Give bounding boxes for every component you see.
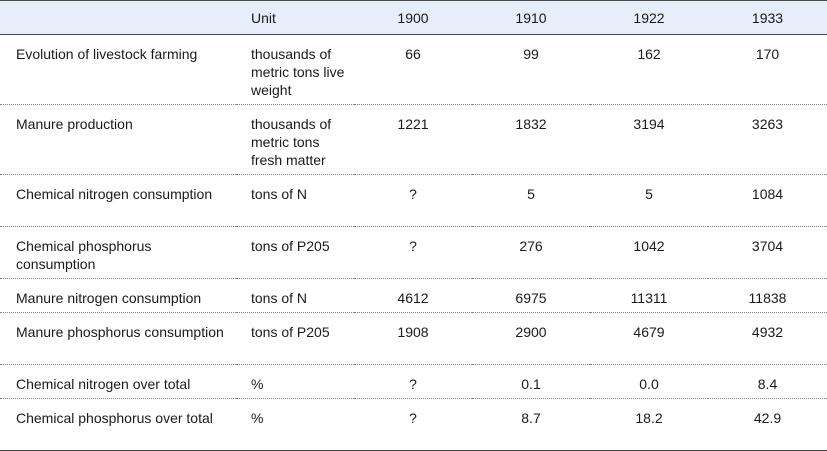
row-value-1922: 1042 xyxy=(633,238,665,254)
header-year-1910: 1910 xyxy=(515,9,547,26)
row-value-1900: 4612 xyxy=(397,290,429,306)
row-unit: tons of N xyxy=(251,186,308,202)
row-value-1910: 99 xyxy=(523,46,539,62)
row-unit: tons of N xyxy=(251,290,308,306)
row-value-1910: 6975 xyxy=(515,290,547,306)
row-unit: thousands of metric tons fresh matter xyxy=(251,116,332,168)
row-value-1933: 170 xyxy=(755,46,780,62)
row-value-1910: 8.7 xyxy=(521,410,541,426)
row-unit: % xyxy=(251,376,264,392)
row-value-1922: 162 xyxy=(637,46,661,62)
header-unit-cell: Unit xyxy=(251,9,276,26)
row-value-1922: 0.0 xyxy=(639,376,659,392)
row-value-1910: 0.1 xyxy=(521,376,541,392)
header-year-1933: 1933 xyxy=(751,9,784,26)
row-value-1900: ? xyxy=(409,410,417,426)
row-value-1922: 11311 xyxy=(630,290,668,306)
row-value-1922: 18.2 xyxy=(635,410,663,426)
row-value-1933: 42.9 xyxy=(753,410,782,426)
row-value-1910: 2900 xyxy=(515,324,547,340)
row-value-1933: 11838 xyxy=(748,290,787,306)
row-unit: % xyxy=(251,410,264,426)
row-value-1922: 4679 xyxy=(633,324,665,340)
header-row: Unit 1900 1910 1922 1933 xyxy=(0,0,827,35)
header-year-1900: 1900 xyxy=(397,9,429,26)
table-body: Evolution of livestock farming thousands… xyxy=(0,35,827,451)
row-value-1900: ? xyxy=(409,238,417,254)
table-row: Chemical nitrogen consumption tons of N … xyxy=(0,175,827,227)
table-row: Chemical phosphorus over total % ? 8.7 1… xyxy=(0,399,827,451)
row-label: Manure nitrogen consumption xyxy=(16,290,202,306)
row-label: Chemical phosphorus consumption xyxy=(16,238,152,272)
table-row: Manure production thousands of metric to… xyxy=(0,105,827,175)
table-row: Manure nitrogen consumption tons of N 46… xyxy=(0,279,827,313)
row-label: Manure production xyxy=(16,116,133,132)
row-value-1900: 1908 xyxy=(397,324,429,340)
row-value-1933: 8.4 xyxy=(757,376,778,392)
row-value-1900: 1221 xyxy=(397,116,429,132)
row-value-1910: 276 xyxy=(519,238,543,254)
row-value-1933: 3263 xyxy=(751,116,784,132)
header-label-cell xyxy=(0,1,236,35)
row-value-1933: 3704 xyxy=(751,238,784,254)
row-label: Chemical phosphorus over total xyxy=(16,410,213,426)
table-row: Evolution of livestock farming thousands… xyxy=(0,35,827,105)
table-row: Chemical phosphorus consumption tons of … xyxy=(0,227,827,279)
row-value-1900: ? xyxy=(409,186,417,202)
row-value-1922: 5 xyxy=(645,186,653,202)
row-unit: tons of P205 xyxy=(251,238,330,254)
header-year-1922: 1922 xyxy=(633,9,665,26)
row-unit: thousands of metric tons live weight xyxy=(251,46,345,98)
row-label: Chemical nitrogen over total xyxy=(16,376,191,392)
row-value-1933: 1084 xyxy=(751,186,784,202)
table-row: Chemical nitrogen over total % ? 0.1 0.0… xyxy=(0,365,827,399)
table-header: Unit 1900 1910 1922 1933 xyxy=(0,0,827,35)
row-value-1933: 4932 xyxy=(751,324,784,340)
table-row: Manure phosphorus consumption tons of P2… xyxy=(0,313,827,365)
row-label: Chemical nitrogen consumption xyxy=(16,186,213,202)
row-label: Manure phosphorus consumption xyxy=(16,324,224,340)
row-value-1922: 3194 xyxy=(633,116,665,132)
row-label: Evolution of livestock farming xyxy=(16,46,198,62)
row-value-1900: ? xyxy=(409,376,417,392)
row-value-1910: 5 xyxy=(527,186,535,202)
row-value-1900: 66 xyxy=(405,46,421,62)
row-unit: tons of P205 xyxy=(251,324,330,340)
row-value-1910: 1832 xyxy=(515,116,547,132)
